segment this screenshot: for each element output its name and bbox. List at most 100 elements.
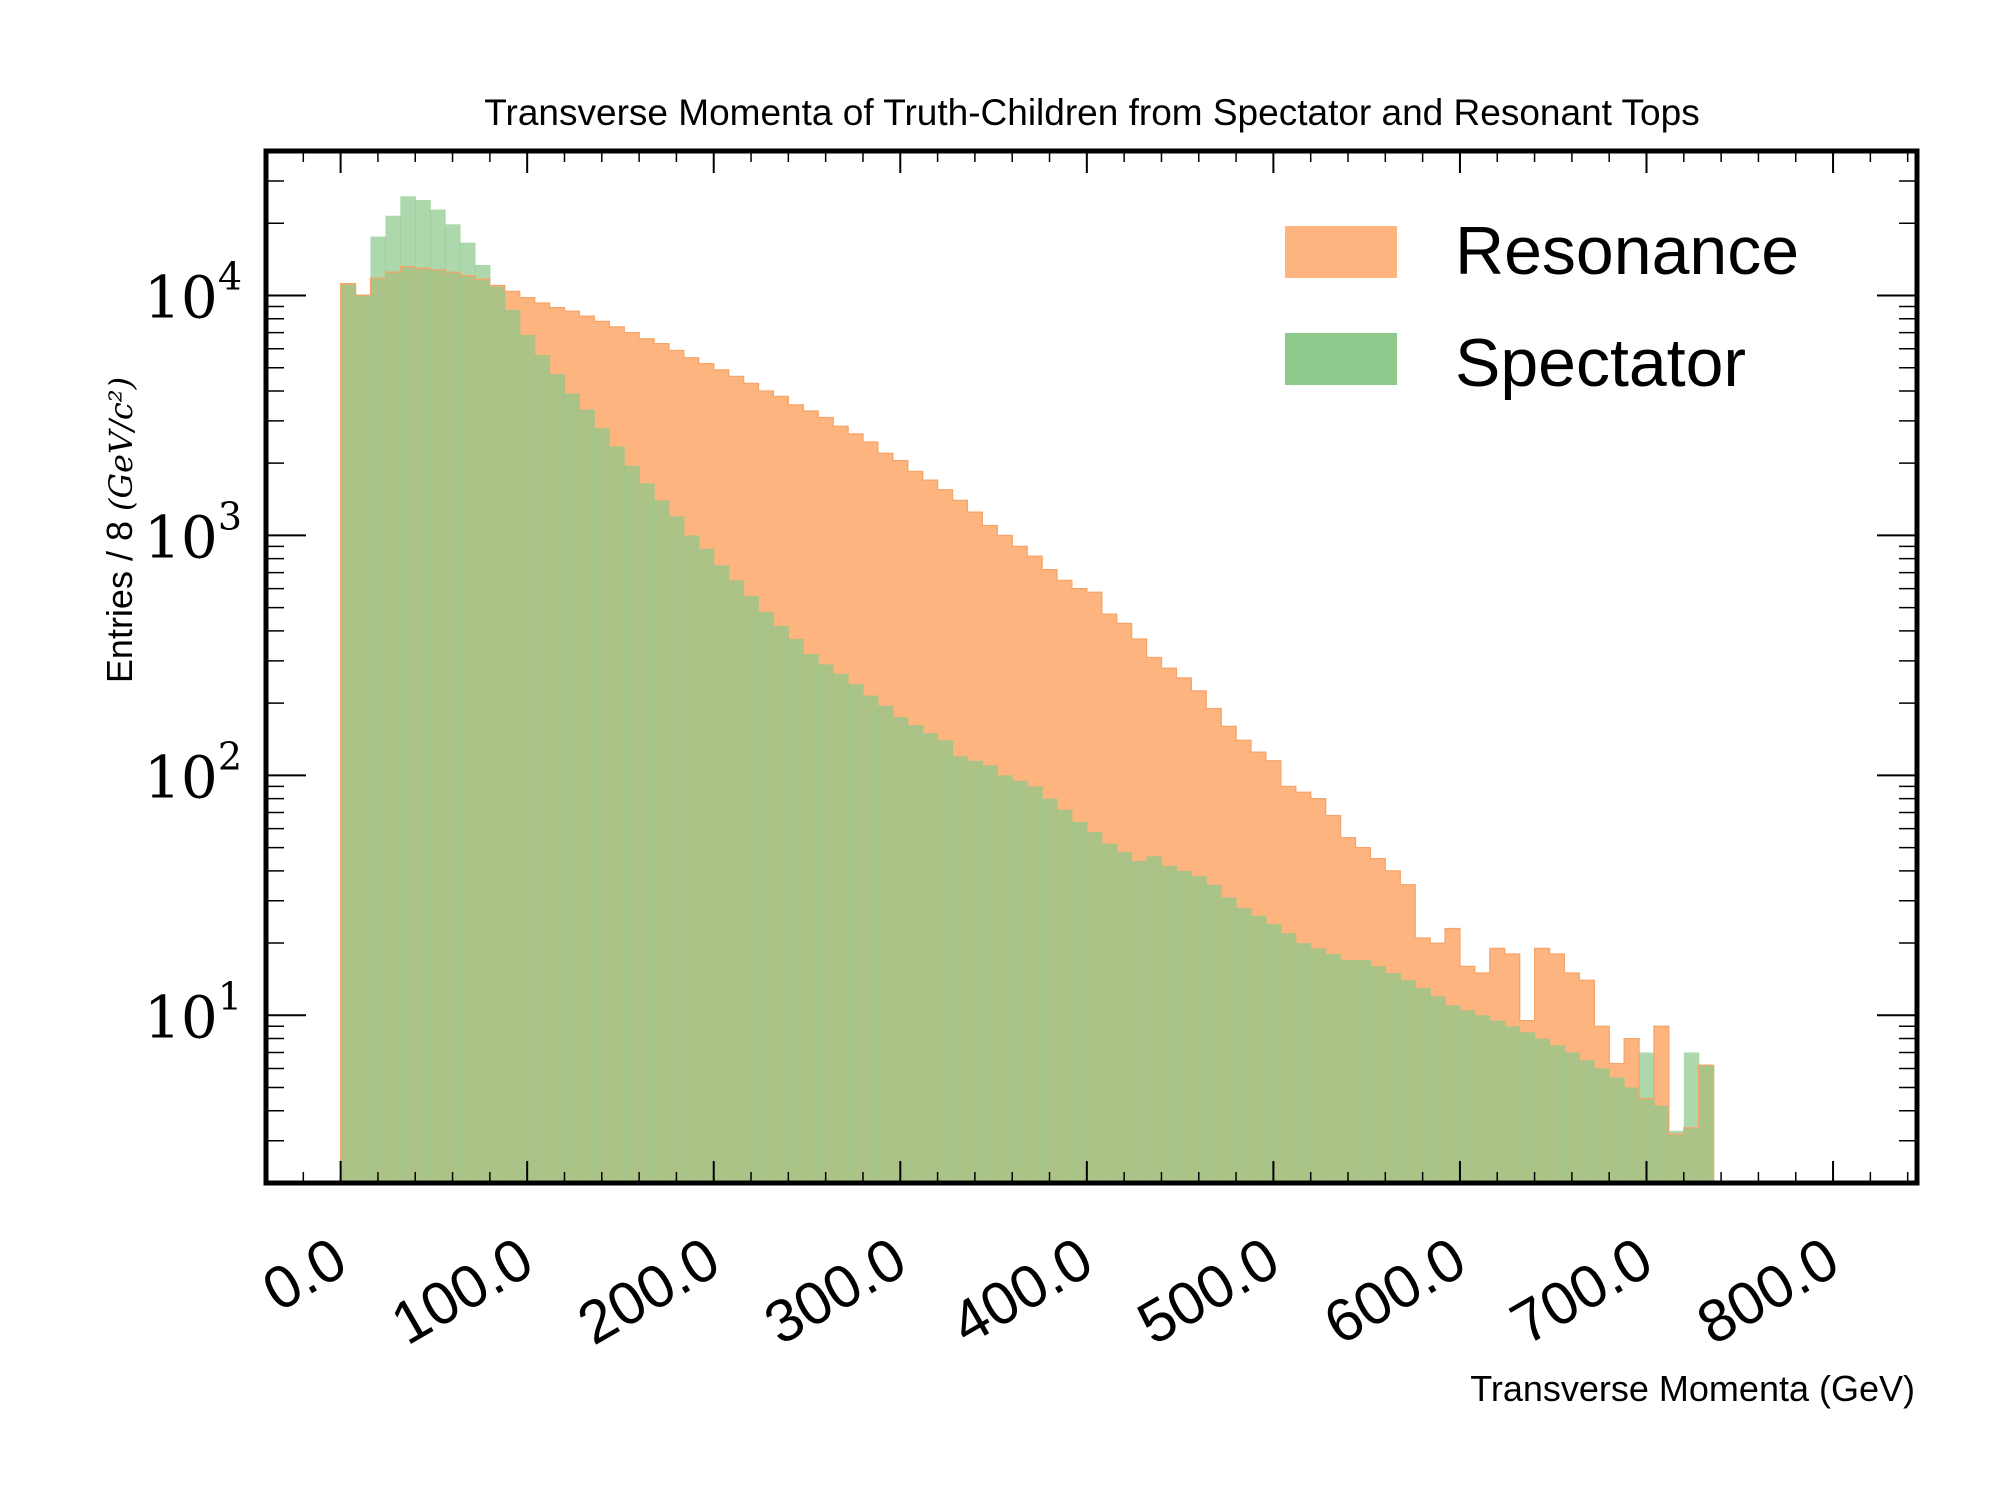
bar-spectator-34 (848, 684, 864, 1183)
bar-spectator-80 (1535, 1039, 1551, 1183)
bar-spectator-11 (505, 310, 521, 1183)
y-axis-label-prefix: Entries / 8 (99, 511, 140, 683)
bar-spectator-25 (714, 565, 730, 1183)
bar-spectator-39 (923, 733, 939, 1183)
bar-spectator-85 (1609, 1078, 1625, 1183)
bar-spectator-72 (1415, 988, 1431, 1183)
x-tick-label-4: 400.0 (940, 1224, 1104, 1357)
bar-spectator-63 (1281, 933, 1297, 1183)
bar-spectator-45 (1012, 781, 1028, 1183)
bar-spectator-71 (1400, 980, 1416, 1183)
y-axis-label: Entries / 8 (GeV/c²) (99, 377, 140, 683)
y-tick-label-base: 10 (144, 743, 218, 811)
bar-spectator-60 (1236, 908, 1252, 1183)
bar-spectator-43 (982, 765, 998, 1183)
legend-swatch-resonance (1285, 226, 1397, 278)
bar-spectator-82 (1564, 1052, 1580, 1183)
y-tick-label-exponent: 1 (218, 974, 242, 1018)
bar-spectator-58 (1206, 885, 1222, 1183)
bar-spectator-35 (863, 696, 879, 1183)
bar-spectator-31 (803, 654, 819, 1183)
bar-spectator-41 (953, 756, 969, 1183)
bar-spectator-1 (356, 294, 372, 1183)
y-tick-label-base: 10 (144, 983, 218, 1051)
bar-spectator-42 (967, 761, 983, 1183)
bar-spectator-73 (1430, 996, 1446, 1183)
bar-spectator-18 (609, 446, 625, 1183)
bar-spectator-16 (579, 409, 595, 1183)
plot-area (266, 151, 1917, 1183)
x-tick-label-5: 500.0 (1126, 1224, 1290, 1357)
bar-spectator-55 (1161, 866, 1177, 1183)
bar-spectator-90 (1684, 1052, 1700, 1183)
bar-spectator-5 (415, 200, 431, 1183)
bar-spectator-8 (460, 243, 476, 1183)
bar-spectator-76 (1475, 1015, 1491, 1183)
bar-spectator-52 (1117, 852, 1133, 1183)
x-tick-label-7: 700.0 (1499, 1224, 1663, 1357)
y-tick-label-exponent: 4 (218, 254, 242, 298)
bar-spectator-17 (594, 428, 610, 1183)
bar-spectator-65 (1311, 948, 1327, 1183)
y-tick-label-exponent: 2 (218, 734, 242, 778)
bar-spectator-81 (1549, 1045, 1565, 1183)
bar-spectator-61 (1251, 916, 1267, 1183)
bar-spectator-26 (729, 580, 745, 1183)
x-tick-label-1: 100.0 (380, 1224, 544, 1357)
bar-spectator-4 (400, 196, 416, 1183)
bar-spectator-0 (341, 285, 357, 1183)
bar-spectator-56 (1176, 871, 1192, 1183)
x-tick-label-3: 300.0 (753, 1224, 917, 1357)
bar-spectator-40 (938, 740, 954, 1183)
bar-spectator-89 (1669, 1131, 1685, 1183)
bar-spectator-67 (1341, 960, 1357, 1183)
bar-spectator-37 (893, 717, 909, 1183)
x-tick-label-8: 800.0 (1686, 1224, 1850, 1357)
bar-spectator-91 (1699, 1065, 1715, 1183)
bar-spectator-21 (654, 500, 670, 1183)
bar-spectator-22 (669, 516, 685, 1183)
bar-spectator-69 (1370, 966, 1386, 1183)
legend-label-resonance: Resonance (1455, 213, 1799, 289)
bar-spectator-86 (1624, 1088, 1640, 1183)
chart-title: Transverse Momenta of Truth-Children fro… (484, 92, 1699, 133)
bar-spectator-66 (1326, 954, 1342, 1183)
bar-spectator-6 (430, 210, 446, 1183)
bar-spectator-44 (997, 775, 1013, 1183)
y-tick-label-base: 10 (144, 263, 218, 331)
bar-spectator-14 (550, 374, 566, 1183)
bar-spectator-48 (1057, 810, 1073, 1183)
bar-spectator-29 (773, 626, 789, 1183)
bar-spectator-10 (490, 286, 506, 1183)
x-axis-label: Transverse Momenta (GeV) (1470, 1368, 1915, 1409)
legend: Resonance Spectator (1285, 213, 1799, 401)
bar-spectator-38 (908, 725, 924, 1183)
y-axis-label-unit: (GeV/c²) (102, 377, 140, 511)
bar-spectator-3 (385, 216, 401, 1183)
bar-spectator-12 (520, 335, 536, 1183)
y-tick-label-exponent: 3 (218, 494, 242, 538)
bar-spectator-79 (1520, 1032, 1536, 1183)
bar-spectator-59 (1221, 897, 1237, 1183)
y-tick-label-2: 103 (144, 494, 242, 571)
x-tick-label-2: 200.0 (567, 1224, 731, 1357)
x-tick-labels: 0.0 100.0 200.0 300.0 400.0 500.0 600.0 700.0 80… (251, 1224, 1849, 1357)
bar-spectator-54 (1147, 856, 1163, 1183)
bar-spectator-78 (1505, 1026, 1521, 1183)
bar-spectator-68 (1355, 960, 1371, 1183)
y-tick-label-base: 10 (144, 503, 218, 571)
bar-spectator-30 (788, 639, 804, 1183)
bar-spectator-36 (878, 706, 894, 1183)
bar-spectator-13 (535, 355, 551, 1183)
bar-spectator-15 (564, 394, 580, 1183)
y-tick-label-3: 104 (144, 254, 242, 331)
bar-spectator-28 (759, 612, 775, 1183)
bar-spectator-53 (1132, 861, 1148, 1183)
bar-spectator-7 (445, 224, 461, 1183)
bar-spectator-33 (833, 674, 849, 1183)
bar-spectator-50 (1087, 832, 1103, 1183)
y-tick-label-0: 101 (144, 974, 242, 1051)
bar-spectator-23 (684, 535, 700, 1183)
bar-spectator-83 (1579, 1060, 1595, 1183)
bar-spectator-2 (370, 237, 386, 1183)
